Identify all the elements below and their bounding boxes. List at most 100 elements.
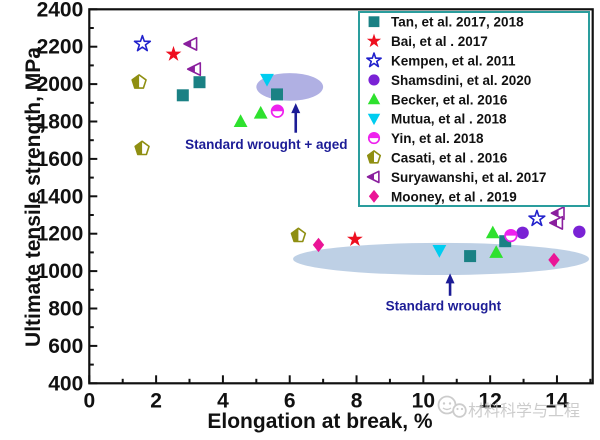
triangle-left-half-marker [366,170,380,184]
legend-item: Suryawanshi, et al. 2017 [366,170,546,185]
x-tick-label: 14 [545,389,569,412]
circle-half-marker [367,132,381,145]
watermark: 材料科学与工程 [437,395,580,420]
y-tick-label: 1200 [37,223,84,246]
legend-item-label: Becker, et al. 2016 [391,92,508,107]
legend-item: Tan, et al. 2017, 2018 [368,15,524,30]
diamond-marker [548,252,560,268]
triangle-up-marker [253,105,268,119]
annotation-1: Standard wrought [386,273,502,314]
y-tick-label: 1000 [37,260,84,283]
series-5 [260,73,447,258]
pentagon-half-marker [290,227,307,243]
square-marker [464,250,477,263]
triangle-left-half-marker [549,215,564,230]
legend-item: Bai, et al . 2017 [366,33,488,49]
series-9 [312,237,560,268]
star-marker [366,33,382,48]
wechat-chat-bubbles-icon [437,395,467,418]
triangle-left-half-marker [186,62,202,77]
legend-item-label: Kempen, et al. 2011 [391,54,516,69]
star-open-marker [366,52,382,68]
triangle-down-marker [432,245,447,258]
legend-item-label: Casati, et al . 2016 [391,151,508,166]
y-tick-label: 2400 [37,0,84,21]
star-open-marker [528,209,546,227]
series-3 [516,225,586,239]
series-8 [183,36,565,230]
annotation-ellipse-1 [293,242,590,276]
legend-item: Yin, et al. 2018 [367,131,484,146]
circle-marker [368,74,380,86]
legend-item-label: Mutua, et al . 2018 [391,112,507,127]
square-marker [176,89,189,102]
triangle-up-marker [367,92,381,105]
diamond-marker [312,237,325,253]
annotation-arrow-head [445,273,455,284]
triangle-up-marker [233,114,248,127]
series-4 [233,105,504,258]
legend-item-label: Suryawanshi, et al. 2017 [391,170,546,185]
triangle-up-marker [489,245,504,258]
pentagon-half-marker [366,150,382,164]
triangle-left-half-marker [550,206,565,221]
legend-item-label: Bai, et al . 2017 [391,34,488,49]
series-6 [270,104,518,243]
legend-item: Kempen, et al. 2011 [366,52,516,69]
x-tick-label: 8 [351,389,363,412]
y-axis-title: Ultimate tensile strength, MPa [22,47,45,347]
triangle-left-half-marker [183,36,198,51]
circle-marker [516,226,529,239]
circle-half-marker [270,104,285,118]
triangle-down-marker [260,73,274,87]
y-tick-label: 2000 [37,73,84,96]
diamond-marker [368,189,380,203]
legend-item: Mooney, et al . 2019 [368,189,517,204]
series-0 [176,76,512,263]
y-tick-label: 400 [48,372,83,395]
legend-item-label: Mooney, et al . 2019 [391,189,517,204]
series-2 [133,34,546,227]
y-tick-label: 600 [48,335,83,358]
x-tick-label: 10 [412,389,435,412]
legend-box [358,11,590,207]
legend: Tan, et al. 2017, 2018 Bai, et al . 2017 K… [358,11,590,207]
legend-item-label: Tan, et al. 2017, 2018 [391,15,524,30]
y-tick-label: 1400 [37,185,84,208]
legend-item: Casati, et al . 2016 [366,150,508,166]
x-tick-label: 12 [478,389,501,412]
y-tick-label: 1600 [37,148,84,171]
y-tick-label: 2200 [37,36,84,59]
x-tick-label: 6 [284,389,296,412]
star-open-marker [133,34,152,52]
legend-item: Shamsdini, et al. 2020 [368,73,531,88]
y-tick-label: 1800 [37,111,84,134]
legend-item-label: Yin, et al. 2018 [391,131,484,146]
legend-item-label: Shamsdini, et al. 2020 [391,73,531,88]
watermark-text: 材料科学与工程 [468,402,580,420]
y-tick-label: 800 [48,298,83,321]
square-marker [193,76,206,89]
series-1 [165,45,363,247]
annotation-label: Standard wrought [386,299,502,314]
annotation-0: Standard wrought + aged [185,103,348,152]
triangle-down-marker [367,113,381,126]
pentagon-half-marker [131,74,147,89]
square-marker [368,16,380,28]
legend-item: Mutua, et al . 2018 [367,112,507,127]
circle-half-marker [504,228,518,243]
x-tick-label: 2 [150,389,162,412]
circle-marker [573,225,586,238]
series-7 [131,74,307,243]
axis-ticks: 0 2 4 6 8 10 12 14 400 600 800 1000 1200 1400 1600 1800… [37,0,592,412]
square-marker [271,88,283,101]
pentagon-half-marker [134,140,150,156]
annotation-label: Standard wrought + aged [185,137,347,152]
annotation-arrow-head [291,103,301,114]
star-marker [347,231,363,247]
triangle-up-marker [485,225,500,239]
star-marker [165,45,182,61]
x-axis-title: Elongation at break, % [207,410,433,433]
